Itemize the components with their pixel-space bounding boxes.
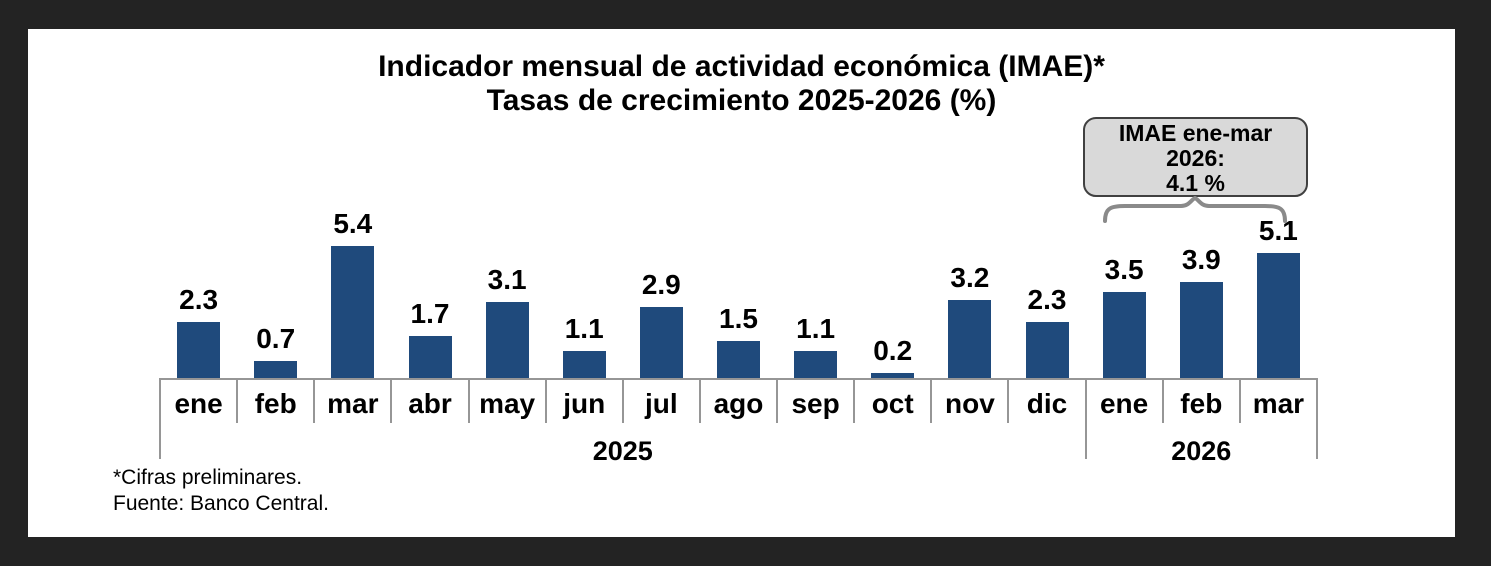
bar xyxy=(177,322,221,378)
bar xyxy=(948,300,992,378)
month-tick xyxy=(390,378,393,423)
month-tick xyxy=(930,378,933,423)
year-separator-line xyxy=(1084,378,1087,459)
month-tick xyxy=(467,378,470,423)
bar-value-label: 1.5 xyxy=(719,303,758,334)
bar xyxy=(1179,282,1223,378)
month-tick xyxy=(1007,378,1010,423)
x-axis-label: jun xyxy=(563,388,606,419)
month-tick xyxy=(621,378,624,423)
x-axis-label: ago xyxy=(713,388,764,419)
bar-value-label: 2.3 xyxy=(1027,284,1067,315)
bar-value-label: 3.1 xyxy=(487,264,527,295)
bar-value-label: 1.1 xyxy=(796,313,836,344)
annotation-line1: IMAE ene-mar xyxy=(1118,120,1273,146)
month-tick xyxy=(698,378,701,423)
x-axis-label: dic xyxy=(1026,388,1068,419)
x-axis-label: jul xyxy=(644,388,678,419)
year-separator-line xyxy=(159,378,161,459)
month-tick xyxy=(853,378,856,423)
bar xyxy=(562,351,606,378)
x-axis-label: ene xyxy=(174,388,223,419)
year-label: 2025 xyxy=(592,436,653,466)
bar-value-label: 5.1 xyxy=(1258,215,1298,246)
chart-title: Indicador mensual de actividad económica… xyxy=(28,50,1455,118)
bar xyxy=(1102,292,1146,378)
x-axis-label: mar xyxy=(327,388,379,419)
annotation-line2: 2026: xyxy=(1166,145,1225,171)
brace-icon xyxy=(1103,196,1287,223)
bar xyxy=(254,361,298,378)
bar-value-label: 1.1 xyxy=(564,313,604,344)
x-axis-label: nov xyxy=(945,388,995,419)
x-axis-label: abr xyxy=(408,388,452,419)
month-tick xyxy=(313,378,316,423)
x-axis-label: sep xyxy=(791,388,840,419)
bar-value-label: 5.4 xyxy=(333,208,373,239)
bar xyxy=(1025,322,1069,378)
x-axis-label: mar xyxy=(1252,388,1305,419)
bar-value-label: 2.3 xyxy=(179,284,219,315)
bar xyxy=(639,307,683,378)
bar xyxy=(871,373,915,378)
x-axis-label: feb xyxy=(1180,388,1223,419)
year-label: 2026 xyxy=(1171,436,1232,466)
year-separator-line xyxy=(1315,378,1318,459)
bar-value-label: 0.7 xyxy=(256,323,296,354)
footnotes: *Cifras preliminares. Fuente: Banco Cent… xyxy=(113,465,329,517)
bar xyxy=(717,341,760,378)
footnote-preliminary: *Cifras preliminares. xyxy=(113,466,303,489)
x-axis-label: ene xyxy=(1099,388,1149,419)
month-tick xyxy=(1161,378,1164,423)
bar-chart: 2.3 ene 0.7 feb 5.4 mar 1.7 abr 3.1 may 1.1 jun 2.9 j… xyxy=(28,29,1455,537)
month-tick xyxy=(1238,378,1241,423)
x-axis-line xyxy=(160,378,1317,380)
bar xyxy=(794,351,838,378)
annotation-line3: 4.1 % xyxy=(1166,170,1225,196)
imae-annotation-box: IMAE ene-mar 2026: 4.1 % xyxy=(1083,117,1308,197)
month-tick xyxy=(544,378,547,423)
x-axis-label: feb xyxy=(254,388,297,419)
bar xyxy=(485,302,529,378)
bar-value-label: 1.7 xyxy=(410,298,450,329)
bar-value-label: 3.5 xyxy=(1104,254,1144,285)
bar xyxy=(331,246,375,378)
bar-value-label: 2.9 xyxy=(641,269,681,300)
month-tick xyxy=(236,378,239,423)
x-axis-label: may xyxy=(479,388,536,419)
footnote-source: Fuente: Banco Central. xyxy=(113,492,329,515)
chart-title-line1: Indicador mensual de actividad económica… xyxy=(378,50,1105,83)
chart-title-line2: Tasas de crecimiento 2025-2026 (%) xyxy=(486,84,997,117)
bar-value-label: 3.2 xyxy=(950,262,990,293)
chart-panel: Indicador mensual de actividad económica… xyxy=(28,29,1455,537)
bar-value-label: 0.2 xyxy=(873,335,913,366)
bar xyxy=(408,336,452,378)
bar-value-label: 3.9 xyxy=(1181,244,1221,275)
bar xyxy=(1256,253,1300,378)
month-tick xyxy=(776,378,778,423)
x-axis-label: oct xyxy=(871,388,914,419)
